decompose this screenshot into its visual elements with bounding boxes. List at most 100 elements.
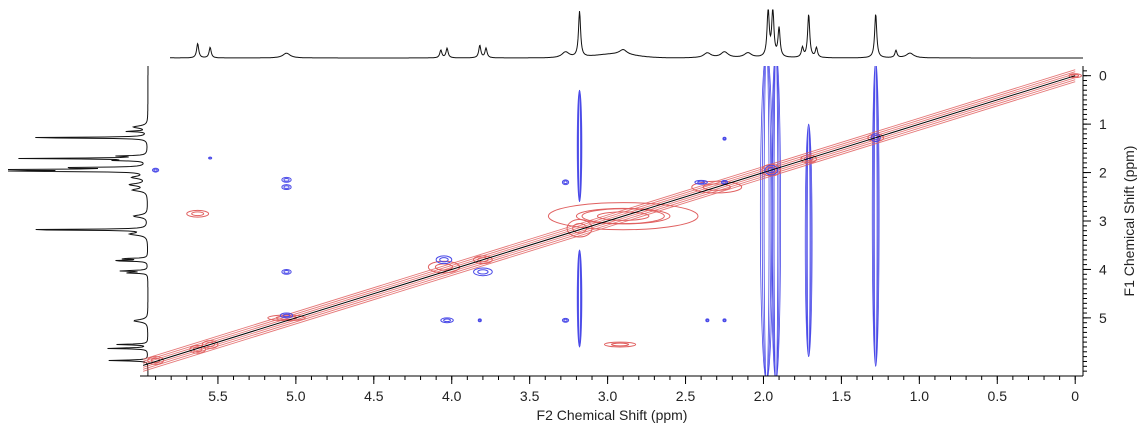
negative-contours (151, 133, 881, 324)
diagonal (142, 75, 1076, 366)
y-tick-label: 0 (1099, 68, 1107, 84)
x-tick-label: 0.5 (988, 388, 1008, 404)
negative-peak (443, 318, 451, 323)
negative-peak (561, 317, 570, 323)
negative-peak (283, 177, 290, 182)
positive-peak (575, 207, 671, 225)
positive-peak (611, 342, 630, 347)
positive-peak (800, 154, 817, 164)
f2-projection-trace (170, 9, 1083, 59)
positive-peak (603, 341, 637, 348)
f1-projection-trace (7, 66, 149, 376)
negative-peak (153, 168, 158, 172)
diagonal-line (142, 75, 1076, 366)
x-tick-label: 2.5 (676, 388, 696, 404)
positive-peak (765, 166, 777, 174)
negative-peak (282, 313, 291, 318)
positive-peak (201, 340, 219, 349)
positive-peak (761, 163, 782, 177)
positive-contours (142, 69, 1082, 372)
y-tick-label: 2 (1099, 165, 1107, 181)
diagonal-contour (142, 79, 1076, 370)
x-axis-title: F2 Chemical Shift (ppm) (537, 407, 688, 423)
negative-peak (723, 318, 726, 322)
negative-peak (561, 179, 570, 186)
positive-peak (186, 209, 210, 218)
negative-streak (806, 123, 811, 358)
negative-peak (723, 137, 726, 140)
negative-peak (722, 318, 727, 323)
negative-streak (772, 66, 780, 376)
x-tick-label: 4.0 (442, 388, 462, 404)
positive-peak (547, 202, 699, 231)
x-tick-label: 3.0 (598, 388, 618, 404)
positive-peak (205, 341, 215, 348)
y-axis-title: F1 Chemical Shift (ppm) (1121, 146, 1137, 297)
negative-peak (694, 179, 708, 185)
f1-projection-spectrum (7, 66, 149, 376)
positive-peak (473, 255, 493, 265)
negative-peak (764, 164, 778, 176)
negative-peak (563, 180, 568, 185)
negative-streaks (576, 66, 880, 376)
negative-peak (440, 317, 454, 324)
negative-peak (279, 312, 294, 319)
positive-peak (147, 356, 164, 365)
x-tick-label: 5.0 (286, 388, 306, 404)
negative-peak (767, 166, 776, 174)
negative-streak (873, 66, 878, 367)
negative-peak (563, 318, 568, 322)
positive-peak (427, 260, 461, 274)
negative-peak (870, 133, 881, 143)
positive-peak (1068, 73, 1082, 79)
positive-peak (702, 183, 731, 191)
y-tick-label: 1 (1099, 116, 1107, 132)
negative-peak (283, 185, 290, 189)
positive-peak (596, 211, 650, 221)
diagonal-contour (142, 77, 1076, 368)
negative-streak (578, 249, 581, 348)
x-tick-label: 1.0 (910, 388, 930, 404)
negative-peak (473, 267, 493, 277)
negative-peak (435, 255, 453, 265)
negative-peak (208, 156, 212, 160)
negative-peak (722, 136, 727, 141)
y-tick-label: 4 (1099, 261, 1107, 277)
y-tick-label: 5 (1099, 310, 1107, 326)
negative-peak (439, 257, 449, 263)
negative-peak (705, 318, 710, 323)
negative-streak (773, 66, 779, 376)
negative-streak (578, 89, 581, 203)
positive-peak (803, 156, 814, 162)
x-tick-label: 4.5 (364, 388, 384, 404)
negative-peak (281, 184, 292, 191)
positive-peak (691, 180, 743, 194)
x-tick-label: 0 (1071, 388, 1079, 404)
negative-peak (283, 270, 290, 274)
negative-peak (722, 180, 727, 184)
negative-peak (281, 268, 292, 275)
negative-peak (478, 318, 482, 322)
positive-peak (434, 263, 454, 271)
f2-projection-spectrum (170, 9, 1083, 59)
negative-peak (706, 318, 709, 322)
positive-peak (189, 344, 206, 354)
y-tick-label: 3 (1099, 213, 1107, 229)
negative-streak (763, 66, 770, 376)
negative-peak (697, 180, 706, 184)
x-tick-label: 3.5 (520, 388, 540, 404)
x-tick-label: 5.5 (208, 388, 228, 404)
diagonal-contour (142, 81, 1076, 372)
diagonal-contour (142, 69, 1076, 360)
x-tick-label: 2.0 (754, 388, 774, 404)
diagonal-contour (142, 71, 1076, 362)
negative-peak (281, 176, 292, 183)
contour-plot-area (142, 66, 1082, 376)
positive-peak (477, 257, 489, 263)
axes: 5.5 5.0 4.5 4.0 3.5 3.0 2.5 2.0 1.5 1.0 0.5 0 0 1 2 3 4 5 (140, 66, 1107, 404)
negative-peak (477, 318, 482, 323)
negative-streak (770, 66, 782, 376)
negative-peak (872, 135, 879, 141)
positive-peak (191, 211, 205, 217)
